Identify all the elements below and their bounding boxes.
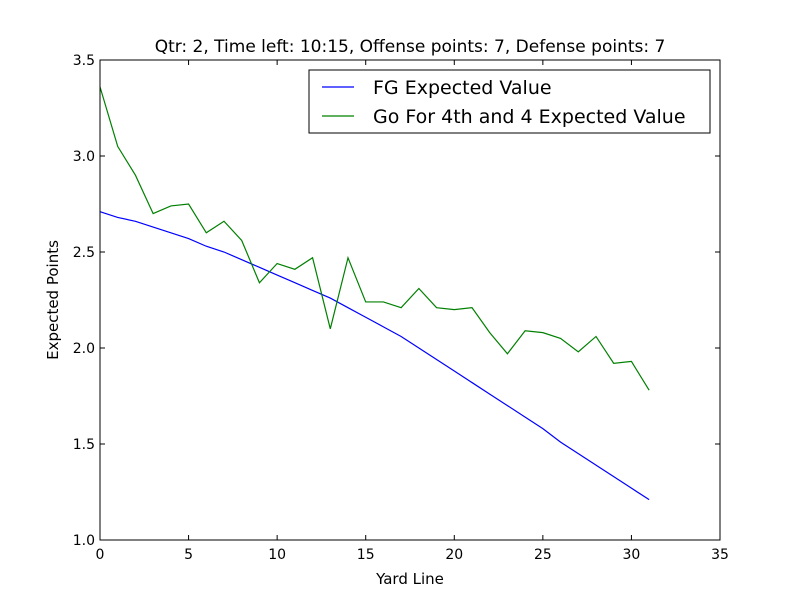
x-tick-label: 35	[711, 547, 729, 563]
plot-frame	[99, 59, 721, 541]
x-tick-label: 20	[445, 547, 463, 563]
series-line-1	[99, 211, 650, 501]
series-line-2	[99, 86, 650, 391]
y-tick-label: 1.5	[73, 437, 95, 453]
legend-label-1: FG Expected Value	[373, 77, 552, 99]
x-tick-label: 15	[357, 547, 375, 563]
x-tick-label: 10	[268, 547, 286, 563]
legend-label-2: Go For 4th and 4 Expected Value	[373, 106, 686, 128]
x-axis-label: Yard Line	[375, 570, 444, 588]
y-tick-label: 2.5	[73, 245, 95, 261]
x-tick-label: 0	[96, 547, 105, 563]
legend: FG Expected Value Go For 4th and 4 Expect…	[308, 69, 711, 134]
x-tick-label: 25	[534, 547, 552, 563]
y-axis-label: Expected Points	[44, 240, 62, 360]
y-tick-label: 3.0	[73, 149, 95, 165]
y-tick-label: 1.0	[73, 533, 95, 549]
y-tick-label: 3.5	[73, 53, 95, 69]
chart-title: Qtr: 2, Time left: 10:15, Offense points…	[155, 37, 666, 57]
y-tick-label: 2.0	[73, 341, 95, 357]
x-tick-label: 30	[623, 547, 641, 563]
legend-box	[308, 69, 711, 134]
x-tick-label: 5	[184, 547, 193, 563]
